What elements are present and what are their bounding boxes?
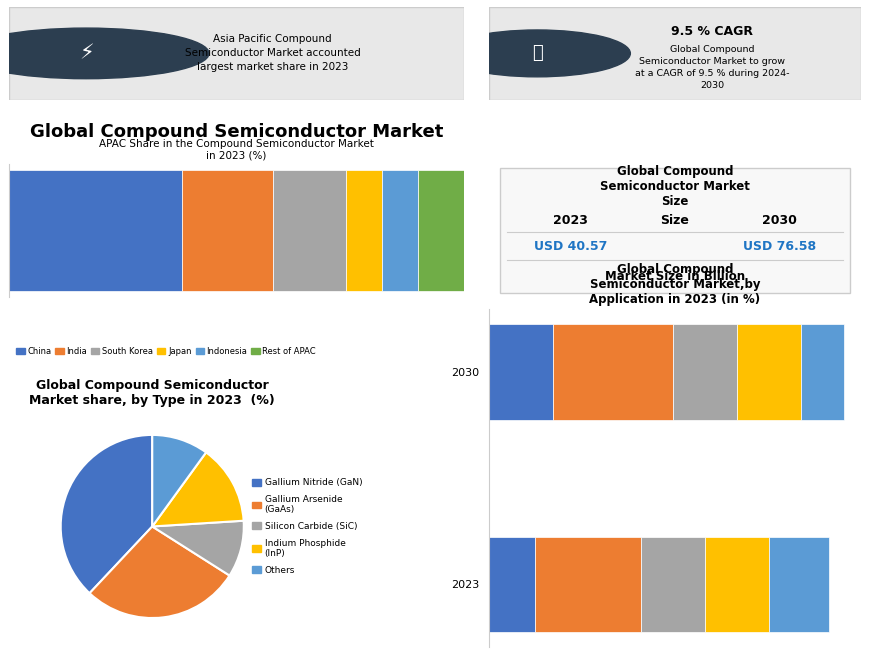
FancyBboxPatch shape: [488, 7, 860, 100]
Legend: Gallium Nitride (GaN), Gallium Arsenide
(GaAs), Silicon Carbide (SiC), Indium Ph: Gallium Nitride (GaN), Gallium Arsenide …: [248, 475, 365, 578]
Bar: [552, 324, 673, 420]
Title: Global Compound Semiconductor
Market share, by Type in 2023  (%): Global Compound Semiconductor Market sha…: [30, 379, 275, 407]
Bar: [705, 536, 768, 632]
Text: Global Compound
Semiconductor Market
Size: Global Compound Semiconductor Market Siz…: [600, 165, 749, 208]
Bar: [488, 324, 552, 420]
Text: Global Compound Semiconductor Market: Global Compound Semiconductor Market: [30, 123, 442, 141]
Bar: [736, 324, 800, 420]
Bar: [345, 170, 381, 291]
Bar: [534, 536, 640, 632]
Text: Global Compound
Semiconductor Market to grow
at a CAGR of 9.5 % during 2024-
203: Global Compound Semiconductor Market to …: [634, 45, 789, 90]
Text: 🔥: 🔥: [531, 44, 542, 62]
Bar: [673, 324, 736, 420]
Text: 2023: 2023: [553, 215, 587, 228]
Text: 2030: 2030: [761, 215, 796, 228]
Bar: [9, 170, 182, 291]
Wedge shape: [152, 453, 243, 526]
Bar: [488, 536, 534, 632]
Wedge shape: [90, 526, 229, 618]
Wedge shape: [152, 435, 206, 526]
Text: Market Size in Billion: Market Size in Billion: [604, 270, 744, 283]
FancyBboxPatch shape: [500, 167, 849, 293]
Text: Size: Size: [660, 215, 689, 228]
Circle shape: [0, 28, 209, 78]
Text: USD 76.58: USD 76.58: [742, 240, 815, 252]
FancyBboxPatch shape: [9, 7, 463, 100]
Bar: [768, 536, 828, 632]
Wedge shape: [152, 521, 243, 576]
Bar: [800, 324, 843, 420]
Bar: [640, 536, 705, 632]
Text: Asia Pacific Compound
Semiconductor Market accounted
largest market share in 202: Asia Pacific Compound Semiconductor Mark…: [185, 35, 361, 73]
Title: Global Compound
Semiconductor Market,by
Application in 2023 (in %): Global Compound Semiconductor Market,by …: [589, 264, 760, 306]
Title: APAC Share in the Compound Semiconductor Market
in 2023 (%): APAC Share in the Compound Semiconductor…: [99, 139, 374, 160]
Bar: [381, 170, 418, 291]
Legend: China, India, South Korea, Japan, Indonesia, Rest of APAC: China, India, South Korea, Japan, Indone…: [13, 343, 319, 359]
Text: ⚡: ⚡: [79, 43, 93, 63]
Text: USD 40.57: USD 40.57: [534, 240, 607, 252]
Bar: [273, 170, 345, 291]
Bar: [418, 170, 463, 291]
Circle shape: [443, 30, 630, 77]
Text: 9.5 % CAGR: 9.5 % CAGR: [671, 26, 753, 39]
Bar: [182, 170, 273, 291]
Wedge shape: [61, 435, 152, 593]
